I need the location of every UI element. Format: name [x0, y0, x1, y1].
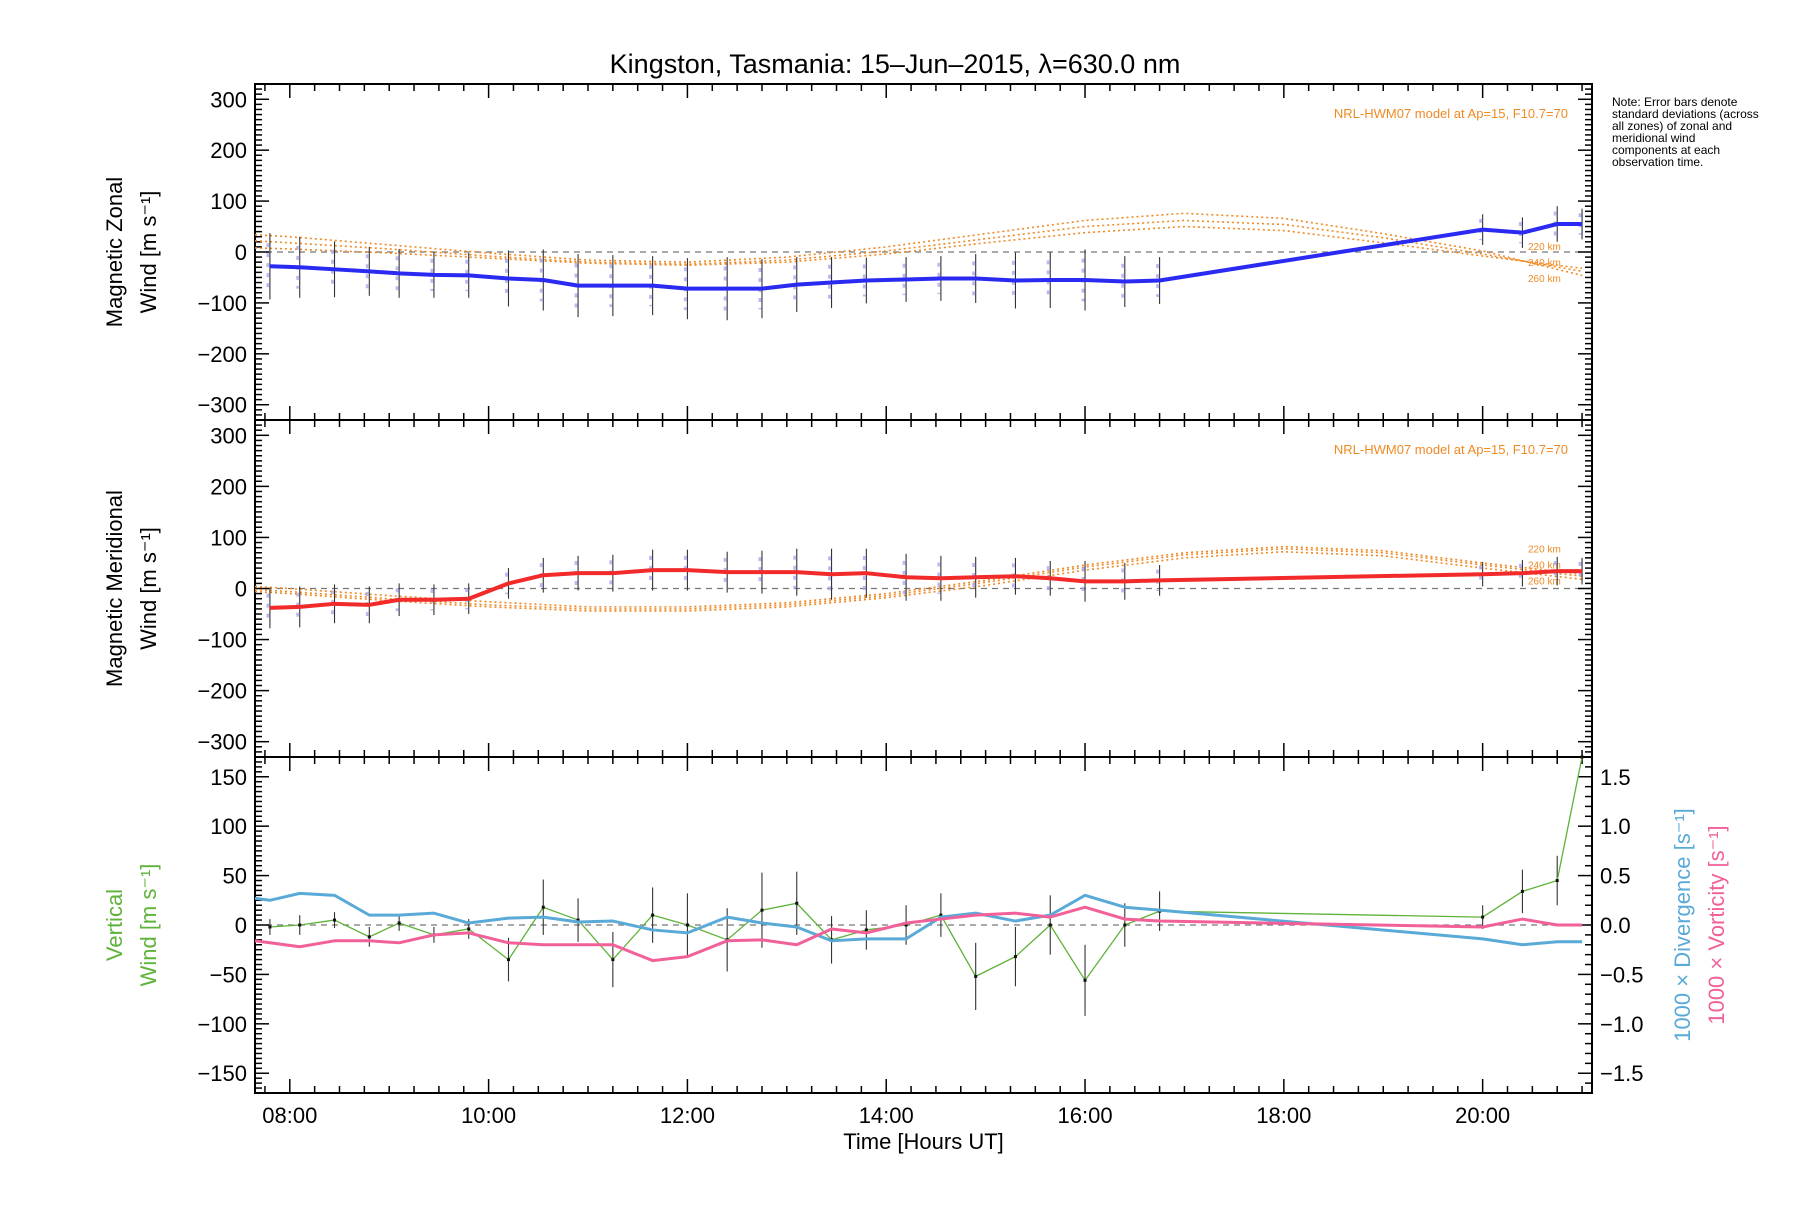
- y-axis-label-line1: Magnetic Meridional: [102, 490, 127, 687]
- data-point: [1048, 923, 1052, 927]
- ytick-label: 0: [235, 913, 247, 938]
- y-axis-label-line2: Wind [m s⁻¹]: [136, 191, 161, 314]
- data-point: [1083, 978, 1087, 982]
- ytick-label: −150: [197, 1061, 247, 1086]
- data-point: [760, 908, 764, 912]
- data-point: [1013, 955, 1017, 959]
- data-point: [611, 958, 615, 962]
- x-axis-label: Time [Hours UT]: [843, 1129, 1004, 1154]
- xtick-label: 20:00: [1455, 1103, 1510, 1128]
- y2tick-label: −1.5: [1600, 1061, 1643, 1086]
- series-line-meridional-wind: [269, 568, 1583, 610]
- y2tick-label: 1.5: [1600, 765, 1631, 790]
- y2tick-label: 0.0: [1600, 913, 1631, 938]
- ytick-label: −200: [197, 342, 247, 367]
- data-point: [864, 928, 868, 932]
- ytick-label: 300: [210, 423, 247, 448]
- data-point: [939, 913, 943, 917]
- series-line-zonal-wind: [269, 222, 1583, 291]
- model-height-label: 240 km: [1528, 561, 1561, 572]
- data-point: [576, 918, 580, 922]
- y-axis-label-line1: Magnetic Zonal: [102, 177, 127, 327]
- xtick-label: 18:00: [1256, 1103, 1311, 1128]
- y2tick-label: −1.0: [1600, 1012, 1643, 1037]
- ytick-label: −100: [197, 291, 247, 316]
- data-point: [541, 905, 545, 909]
- data-point: [1520, 889, 1524, 893]
- series-line-vorticity: [254, 905, 1583, 963]
- y-axis-label-line2: Wind [m s⁻¹]: [136, 527, 161, 650]
- series-line-divergence: [254, 891, 1583, 947]
- data-point: [1481, 915, 1485, 919]
- ytick-label: 100: [210, 189, 247, 214]
- model-curve-meridional: [254, 550, 1583, 612]
- data-point: [685, 923, 689, 927]
- data-point: [904, 923, 908, 927]
- note-text: Note: Error bars denote standard deviati…: [1612, 95, 1759, 169]
- xtick-label: 10:00: [461, 1103, 516, 1128]
- model-label-zonal: NRL-HWM07 model at Ap=15, F10.7=70: [1334, 106, 1568, 121]
- data-point: [268, 925, 272, 929]
- y2-axis-label-divergence: 1000 × Divergence [s⁻¹]: [1670, 808, 1695, 1042]
- data-point: [506, 958, 510, 962]
- data-point: [397, 921, 401, 925]
- model-height-label: 240 km: [1528, 258, 1561, 269]
- xtick-label: 12:00: [660, 1103, 715, 1128]
- ytick-label: 150: [210, 765, 247, 790]
- xtick-label: 16:00: [1058, 1103, 1113, 1128]
- data-point: [795, 901, 799, 905]
- data-point: [1580, 755, 1584, 759]
- model-label-meridional: NRL-HWM07 model at Ap=15, F10.7=70: [1334, 442, 1568, 457]
- data-point: [467, 927, 471, 931]
- ytick-label: 200: [210, 474, 247, 499]
- ytick-label: 0: [235, 577, 247, 602]
- chart-title: Kingston, Tasmania: 15–Jun–2015, λ=630.0…: [610, 49, 1181, 79]
- ytick-label: −300: [197, 393, 247, 418]
- ytick-label: −100: [197, 628, 247, 653]
- xtick-label: 08:00: [262, 1103, 317, 1128]
- ytick-label: 300: [210, 87, 247, 112]
- ytick-label: 100: [210, 525, 247, 550]
- model-curve-zonal: [254, 225, 1583, 270]
- model-height-label: 220 km: [1528, 242, 1561, 253]
- series-line-vertical-wind: [269, 756, 1583, 981]
- data-point: [1123, 923, 1127, 927]
- ytick-label: −100: [197, 1012, 247, 1037]
- xtick-label: 14:00: [859, 1103, 914, 1128]
- ytick-label: 0: [235, 240, 247, 265]
- y-axis-label-line2: Wind [m s⁻¹]: [136, 864, 161, 987]
- ytick-label: −50: [210, 962, 247, 987]
- ytick-label: 100: [210, 814, 247, 839]
- y-axis-label-line1: Vertical: [102, 889, 127, 961]
- model-height-label: 260 km: [1528, 577, 1561, 588]
- data-point: [651, 913, 655, 917]
- ytick-label: −300: [197, 730, 247, 755]
- y2tick-label: −0.5: [1600, 962, 1643, 987]
- data-point: [298, 923, 302, 927]
- model-height-label: 220 km: [1528, 545, 1561, 556]
- ytick-label: 200: [210, 138, 247, 163]
- data-point: [974, 974, 978, 978]
- data-point: [333, 918, 337, 922]
- y2-axis-label-vorticity: 1000 × Vorticity [s⁻¹]: [1704, 825, 1729, 1024]
- data-point: [367, 935, 371, 939]
- y2tick-label: 0.5: [1600, 864, 1631, 889]
- ytick-label: −200: [197, 679, 247, 704]
- model-height-label: 260 km: [1528, 274, 1561, 285]
- y2tick-label: 1.0: [1600, 814, 1631, 839]
- ytick-label: 50: [223, 864, 247, 889]
- data-point: [1555, 879, 1559, 883]
